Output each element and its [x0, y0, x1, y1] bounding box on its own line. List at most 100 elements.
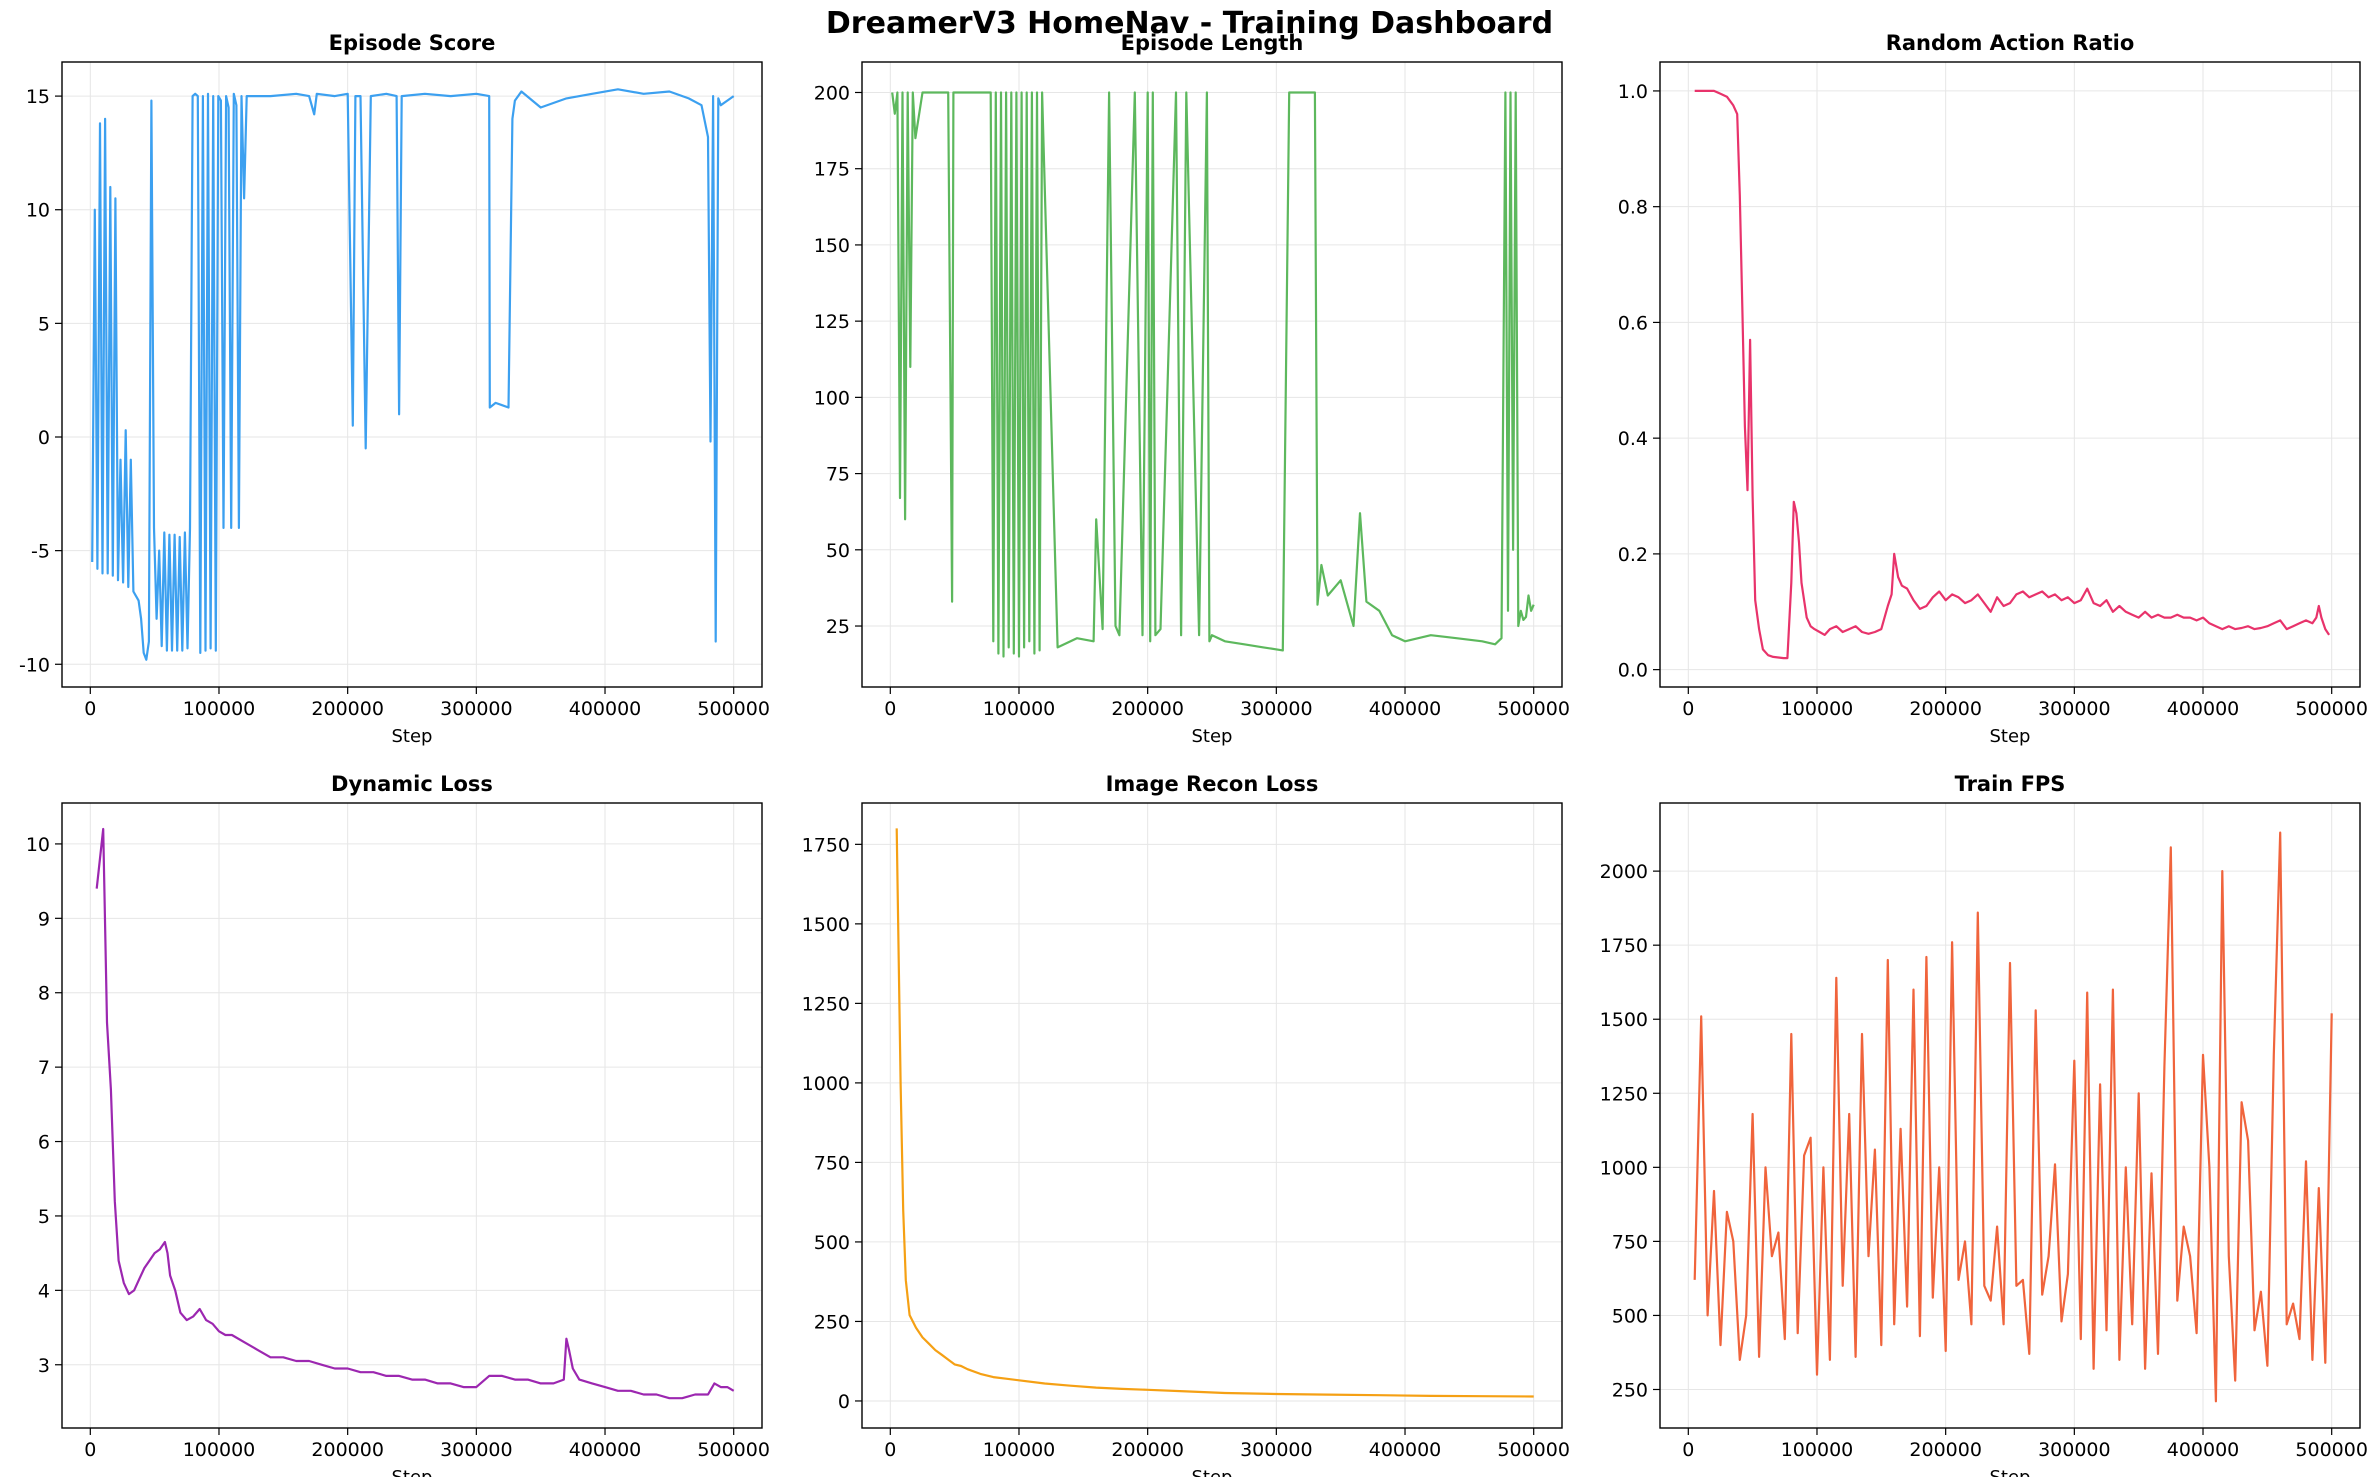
x-tick-label: 0	[1682, 1439, 1694, 1461]
y-tick-label: 125	[814, 311, 850, 333]
x-tick-label: 0	[884, 1439, 896, 1461]
y-tick-label: 1000	[1600, 1157, 1648, 1179]
x-tick-label: 400000	[569, 698, 642, 720]
y-tick-label: 1500	[1600, 1009, 1648, 1031]
y-tick-label: 0.2	[1618, 544, 1648, 566]
series-line	[895, 828, 1534, 1398]
x-tick-label: 500000	[697, 1439, 770, 1461]
x-tick-label: 200000	[1111, 698, 1184, 720]
x-tick-label: 500000	[1497, 698, 1570, 720]
plot-frame	[861, 802, 1563, 1429]
y-tick-label: 0.8	[1618, 197, 1648, 219]
y-tick-label: 0.4	[1618, 428, 1648, 450]
x-tick-label: 300000	[1240, 698, 1313, 720]
y-tick-label: 0	[38, 427, 50, 449]
y-tick-label: 0	[838, 1391, 850, 1413]
y-tick-label: 6	[38, 1132, 50, 1154]
chart-title: Episode Score	[329, 31, 496, 55]
y-tick-label: 0.0	[1618, 660, 1648, 682]
y-tick-label: 10	[26, 834, 50, 856]
x-tick-label: 400000	[569, 1439, 642, 1461]
x-tick-label: 100000	[983, 698, 1056, 720]
x-tick-label: 400000	[2167, 698, 2240, 720]
x-tick-label: 500000	[2295, 698, 2368, 720]
x-tick-label: 0	[84, 1439, 96, 1461]
chart-panel-3: 0 100000 200000 300000 400000 500000 0.0 0.2 0.4…	[1618, 31, 2368, 747]
chart-panel-2: 0 100000 200000 300000 400000 500000 25 50 75 100…	[814, 31, 1570, 747]
chart-title: Episode Length	[1121, 31, 1304, 55]
chart-title: Image Recon Loss	[1106, 772, 1319, 796]
x-tick-label: 100000	[1781, 1439, 1854, 1461]
y-tick-label: 5	[38, 1206, 50, 1228]
x-tick-label: 0	[884, 698, 896, 720]
y-tick-label: 5	[38, 313, 50, 335]
x-axis-label: Step	[1990, 1467, 2031, 1477]
x-tick-label: 300000	[440, 698, 513, 720]
x-tick-label: 200000	[1909, 1439, 1982, 1461]
x-tick-label: 100000	[183, 1439, 256, 1461]
series-line	[891, 91, 1535, 658]
plot-frame	[1659, 802, 2361, 1429]
y-tick-label: 25	[826, 616, 850, 638]
x-tick-label: 200000	[1111, 1439, 1184, 1461]
y-tick-label: 75	[826, 464, 850, 486]
plot-frame	[61, 61, 763, 688]
chart-panel-1: 0 100000 200000 300000 400000 500000 -10 -5 0 5 10…	[19, 31, 770, 747]
y-tick-label: 1750	[802, 834, 850, 856]
y-tick-label: 750	[814, 1152, 850, 1174]
x-tick-label: 500000	[697, 698, 770, 720]
plot-frame	[1659, 61, 2361, 688]
y-tick-label: 1.0	[1618, 81, 1648, 103]
y-tick-label: 2000	[1600, 861, 1648, 883]
chart-panel-6: 0 100000 200000 300000 400000 500000 250 500 750…	[1600, 772, 2368, 1477]
y-tick-label: -10	[19, 654, 50, 676]
x-tick-label: 300000	[440, 1439, 513, 1461]
y-tick-label: 1500	[802, 914, 850, 936]
y-tick-label: 8	[38, 983, 50, 1005]
y-tick-label: 10	[26, 200, 50, 222]
y-tick-label: 1250	[802, 993, 850, 1015]
x-tick-label: 200000	[311, 1439, 384, 1461]
y-tick-label: 200	[814, 82, 850, 104]
series-line	[1693, 831, 2333, 1403]
y-tick-label: 500	[814, 1232, 850, 1254]
plot-frame	[61, 802, 763, 1429]
x-tick-label: 400000	[1369, 1439, 1442, 1461]
y-tick-label: 750	[1612, 1231, 1648, 1253]
y-tick-label: 4	[38, 1280, 50, 1302]
y-tick-label: 9	[38, 908, 50, 930]
series-line	[1694, 89, 2331, 660]
y-tick-label: 1000	[802, 1073, 850, 1095]
x-tick-label: 300000	[1240, 1439, 1313, 1461]
y-tick-label: 50	[826, 540, 850, 562]
x-tick-label: 0	[84, 698, 96, 720]
chart-panel-5: 0 100000 200000 300000 400000 500000 0 250 500 75…	[802, 772, 1570, 1477]
chart-title: Dynamic Loss	[331, 772, 493, 796]
x-tick-label: 500000	[1497, 1439, 1570, 1461]
y-tick-label: 3	[38, 1355, 50, 1377]
chart-title: Random Action Ratio	[1886, 31, 2135, 55]
x-tick-label: 0	[1682, 698, 1694, 720]
dashboard-title: DreamerV3 HomeNav - Training Dashboard	[825, 6, 1554, 41]
x-tick-label: 500000	[2295, 1439, 2368, 1461]
y-tick-label: 250	[1612, 1379, 1648, 1401]
x-tick-label: 100000	[183, 698, 256, 720]
x-tick-label: 300000	[2038, 698, 2111, 720]
y-tick-label: -5	[31, 541, 50, 563]
y-tick-label: 500	[1612, 1305, 1648, 1327]
x-tick-label: 100000	[983, 1439, 1056, 1461]
x-tick-label: 400000	[1369, 698, 1442, 720]
y-tick-label: 15	[26, 86, 50, 108]
y-tick-label: 1250	[1600, 1083, 1648, 1105]
x-tick-label: 100000	[1781, 698, 1854, 720]
x-axis-label: Step	[392, 1467, 433, 1477]
x-tick-label: 200000	[311, 698, 384, 720]
x-axis-label: Step	[392, 726, 433, 747]
chart-title: Train FPS	[1955, 772, 2066, 796]
x-axis-label: Step	[1192, 1467, 1233, 1477]
x-axis-label: Step	[1192, 726, 1233, 747]
y-tick-label: 7	[38, 1057, 50, 1079]
series-line	[95, 827, 735, 1400]
y-tick-label: 1750	[1600, 935, 1648, 957]
